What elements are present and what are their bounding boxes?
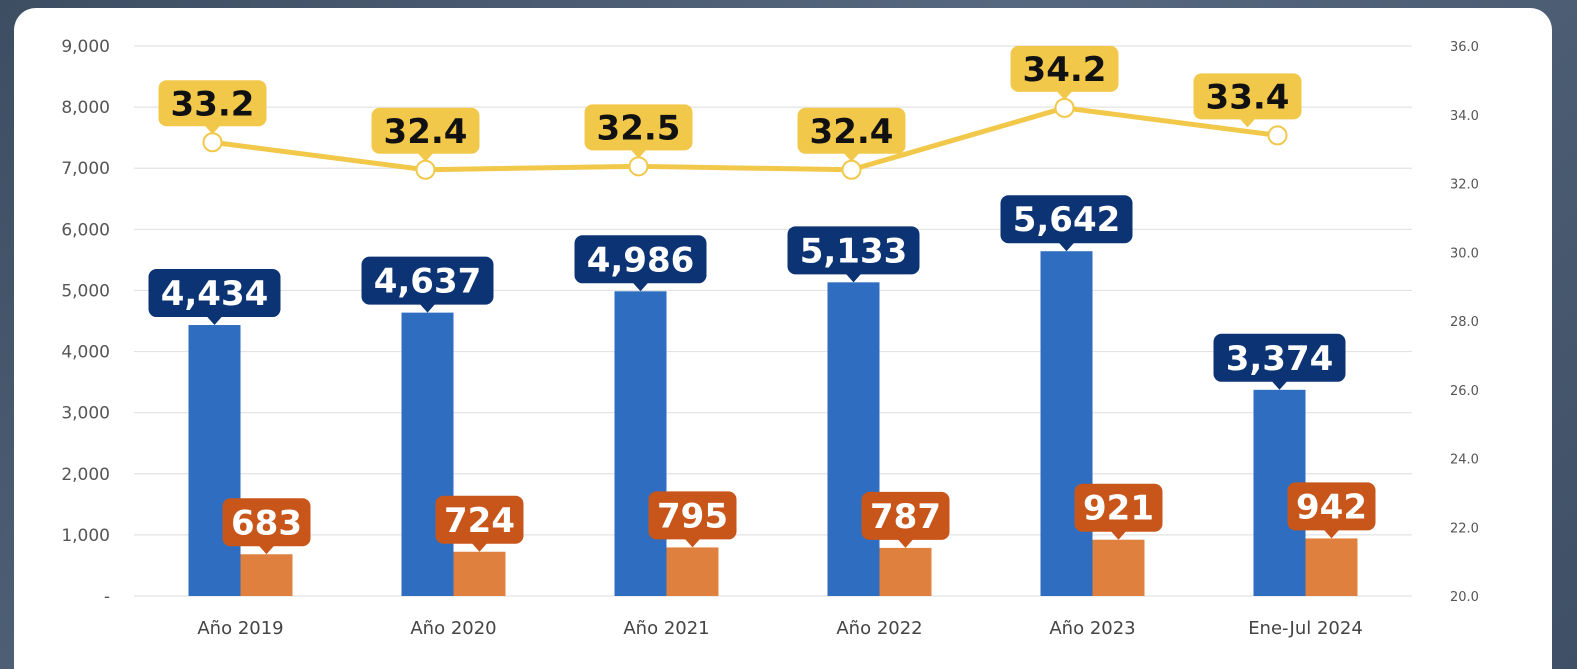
bar-primary-data-label-pointer <box>206 316 223 326</box>
bar-secondary-data-label-box <box>1074 483 1163 532</box>
bar-primary-data-label: 5,133 <box>800 231 908 271</box>
combo-chart: - 1,000 2,000 3,000 4,000 5,000 6,000 7,000 8,00… <box>61 37 1479 639</box>
line-data-label-pointer <box>204 125 221 135</box>
bar-primary <box>401 312 454 596</box>
y-left-tick-label: 1,000 <box>61 526 110 546</box>
y-left-tick-label: 2,000 <box>61 465 110 485</box>
bar-primary <box>614 291 667 596</box>
line-data-label-box <box>1010 45 1119 92</box>
line-marker <box>1054 97 1075 118</box>
bar-secondary <box>879 547 932 596</box>
line-data-label-box <box>158 80 267 127</box>
line-data-label: 32.5 <box>597 108 681 148</box>
bar-secondary <box>240 554 293 596</box>
y-right-tick-label: 30.0 <box>1450 246 1479 261</box>
line-data-label-pointer <box>1239 118 1256 128</box>
bar-primary-data-label-box <box>1000 195 1133 244</box>
bar-secondary-data-label: 942 <box>1296 487 1367 527</box>
line-data-label: 33.2 <box>171 84 255 124</box>
chart-card: - 1,000 2,000 3,000 4,000 5,000 6,000 7,000 8,00… <box>14 8 1552 669</box>
line-data-label-box <box>584 104 693 151</box>
y-right-tick-label: 20.0 <box>1450 590 1479 605</box>
line-marker <box>1267 125 1288 146</box>
line-data-label-box <box>1193 73 1302 120</box>
line-data-label: 32.4 <box>384 112 468 152</box>
line-data-label-pointer <box>843 152 860 162</box>
bar-primary <box>827 282 880 596</box>
line-marker <box>628 156 649 177</box>
bar-primary-data-label: 5,642 <box>1013 200 1121 240</box>
bar-primary-data-label-pointer <box>419 303 436 313</box>
y-right-tick-label: 24.0 <box>1450 453 1479 468</box>
bar-secondary-data-label-pointer <box>684 538 701 548</box>
y-left-tick-label: 6,000 <box>61 220 110 240</box>
line-data-label: 34.2 <box>1023 50 1107 90</box>
bar-secondary-data-label: 787 <box>870 497 941 537</box>
bar-secondary-data-label: 921 <box>1083 489 1154 529</box>
bar-primary-data-label-box <box>361 256 494 305</box>
bar-secondary-data-label-pointer <box>897 538 914 548</box>
bar-primary-data-label: 4,637 <box>374 262 482 302</box>
x-category-label: Año 2021 <box>623 618 709 639</box>
bar-secondary <box>666 547 719 596</box>
line-data-label-box <box>797 107 906 154</box>
y-right-tick-label: 22.0 <box>1450 521 1479 536</box>
bar-secondary-data-label-pointer <box>471 542 488 552</box>
bar-secondary-data-label-pointer <box>1323 529 1340 539</box>
bar-secondary-data-label: 724 <box>444 501 515 541</box>
line-data-label-pointer <box>630 149 647 159</box>
bar-primary <box>1040 251 1093 596</box>
bar-secondary-data-label-box <box>1287 482 1376 531</box>
bar-secondary-data-label-box <box>222 498 311 547</box>
bar-secondary-data-label-pointer <box>258 545 275 555</box>
y-left-tick-label: 9,000 <box>61 37 110 57</box>
bar-secondary-data-label-box <box>648 491 737 540</box>
bar-primary-data-label-box <box>148 269 281 318</box>
bar-secondary <box>1092 539 1145 596</box>
line-data-label-pointer <box>1056 90 1073 100</box>
line-data-label-pointer <box>417 152 434 162</box>
line-marker <box>415 159 436 180</box>
bar-secondary-data-label: 683 <box>231 503 302 543</box>
bar-primary-data-label-pointer <box>1058 242 1075 252</box>
bar-primary-data-label-box <box>1213 333 1346 382</box>
line-data-label: 32.4 <box>810 112 894 152</box>
bar-secondary-data-label-box <box>861 491 950 540</box>
x-category-label: Año 2022 <box>836 618 922 639</box>
bar-secondary-data-label-pointer <box>1110 530 1127 540</box>
y-right-tick-label: 34.0 <box>1450 109 1479 124</box>
x-category-label: Año 2020 <box>410 618 496 639</box>
bar-secondary-data-label-box <box>435 495 524 544</box>
y-right-tick-label: 36.0 <box>1450 40 1479 55</box>
line-series <box>212 105 1278 173</box>
line-data-label-box <box>371 107 480 154</box>
bar-primary-data-label: 4,986 <box>587 240 695 280</box>
bar-primary-data-label: 4,434 <box>161 274 269 314</box>
y-left-tick-label: 4,000 <box>61 343 110 363</box>
y-left-tick-label: - <box>104 587 110 607</box>
bar-secondary <box>1305 538 1358 596</box>
y-right-tick-label: 28.0 <box>1450 315 1479 330</box>
line-marker <box>841 159 862 180</box>
bar-secondary <box>453 551 506 596</box>
bar-primary-data-label-box <box>574 235 707 284</box>
x-category-label: Ene-Jul 2024 <box>1248 618 1363 639</box>
bar-primary-data-label-box <box>787 226 920 275</box>
bar-primary-data-label: 3,374 <box>1226 339 1334 379</box>
y-left-tick-label: 7,000 <box>61 159 110 179</box>
y-right-tick-label: 32.0 <box>1450 178 1479 193</box>
line-marker <box>202 132 223 153</box>
bar-primary-data-label-pointer <box>1271 380 1288 390</box>
bar-primary-data-label-pointer <box>845 273 862 283</box>
x-category-label: Año 2023 <box>1049 618 1135 639</box>
bar-primary-data-label-pointer <box>632 282 649 292</box>
y-left-tick-label: 5,000 <box>61 281 110 301</box>
line-data-label: 33.4 <box>1206 77 1290 117</box>
bar-primary <box>188 325 241 596</box>
y-left-tick-label: 8,000 <box>61 98 110 118</box>
bar-secondary-data-label: 795 <box>657 496 728 536</box>
y-right-tick-label: 26.0 <box>1450 384 1479 399</box>
y-left-tick-label: 3,000 <box>61 404 110 424</box>
x-category-label: Año 2019 <box>197 618 283 639</box>
